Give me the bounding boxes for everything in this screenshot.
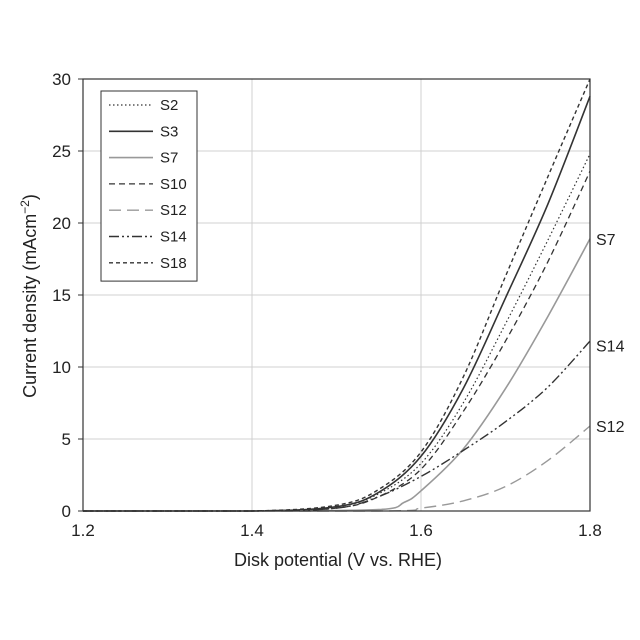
legend-label-s7: S7 (160, 150, 178, 167)
end-label-s12: S12 (596, 419, 625, 436)
legend-label-s10: S10 (160, 176, 187, 193)
x-axis-label: Disk potential (V vs. RHE) (234, 550, 442, 570)
y-tick-label: 25 (52, 142, 71, 161)
y-tick-label: 5 (62, 430, 71, 449)
y-axis-label-close: ) (20, 194, 40, 200)
legend-label-s3: S3 (160, 123, 178, 140)
y-axis-label-main: Current density (mAcm (20, 214, 40, 398)
y-tick-label: 20 (52, 214, 71, 233)
x-tick-label: 1.4 (240, 521, 264, 540)
x-tick-label: 1.2 (71, 521, 95, 540)
end-label-s7: S7 (596, 232, 616, 249)
legend-label-s2: S2 (160, 97, 178, 114)
y-tick-label: 0 (62, 502, 71, 521)
x-tick-label: 1.8 (578, 521, 602, 540)
legend: S2 S3 S7 S10 S12 S14 S18 (101, 91, 197, 281)
y-axis-label-sup: −2 (18, 200, 32, 214)
legend-label-s18: S18 (160, 255, 187, 272)
end-label-s14: S14 (596, 338, 625, 355)
legend-label-s12: S12 (160, 202, 187, 219)
end-labels: S7 S14 S12 (596, 232, 625, 436)
x-tick-label: 1.6 (409, 521, 433, 540)
y-tick-label: 10 (52, 358, 71, 377)
y-tick-label: 30 (52, 70, 71, 89)
y-axis-label: Current density (mAcm−2) (18, 194, 40, 398)
y-tick-label: 15 (52, 286, 71, 305)
legend-label-s14: S14 (160, 229, 187, 246)
